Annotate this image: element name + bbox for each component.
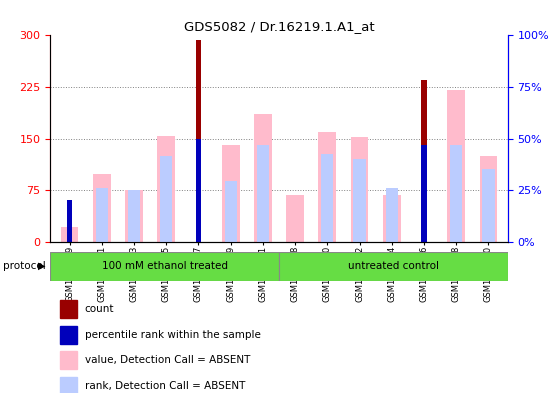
Bar bbox=[50, 252, 279, 281]
Bar bbox=[66, 200, 73, 242]
Bar bbox=[60, 325, 77, 344]
Bar bbox=[383, 195, 401, 242]
Bar bbox=[222, 145, 239, 242]
Text: count: count bbox=[85, 304, 114, 314]
Bar bbox=[353, 159, 365, 242]
Bar bbox=[61, 226, 79, 242]
Bar bbox=[160, 156, 172, 242]
Text: percentile rank within the sample: percentile rank within the sample bbox=[85, 330, 261, 340]
Text: 100 mM ethanol treated: 100 mM ethanol treated bbox=[102, 261, 228, 271]
Text: protocol: protocol bbox=[3, 261, 46, 271]
Bar bbox=[195, 138, 201, 242]
Bar bbox=[128, 190, 140, 242]
Bar bbox=[450, 145, 463, 242]
Text: ▶: ▶ bbox=[38, 261, 45, 271]
Bar bbox=[482, 169, 494, 242]
Title: GDS5082 / Dr.16219.1.A1_at: GDS5082 / Dr.16219.1.A1_at bbox=[184, 20, 374, 33]
Bar bbox=[421, 80, 427, 242]
Bar bbox=[125, 190, 143, 242]
Bar bbox=[319, 132, 336, 242]
Bar bbox=[386, 188, 398, 242]
Bar bbox=[421, 145, 427, 242]
Bar bbox=[95, 188, 108, 242]
Bar bbox=[479, 156, 497, 242]
Bar bbox=[448, 90, 465, 242]
Bar bbox=[321, 154, 334, 242]
Text: value, Detection Call = ABSENT: value, Detection Call = ABSENT bbox=[85, 355, 250, 365]
Bar bbox=[157, 136, 175, 242]
Bar bbox=[60, 376, 77, 393]
Text: rank, Detection Call = ABSENT: rank, Detection Call = ABSENT bbox=[85, 381, 245, 391]
Bar bbox=[350, 137, 368, 242]
Bar bbox=[257, 145, 269, 242]
Bar bbox=[195, 40, 201, 242]
Bar bbox=[286, 195, 304, 242]
Bar bbox=[60, 351, 77, 369]
Text: untreated control: untreated control bbox=[348, 261, 439, 271]
Bar bbox=[224, 181, 237, 242]
Bar bbox=[93, 174, 110, 242]
Bar bbox=[60, 300, 77, 318]
Bar bbox=[254, 114, 272, 242]
Bar bbox=[279, 252, 508, 281]
